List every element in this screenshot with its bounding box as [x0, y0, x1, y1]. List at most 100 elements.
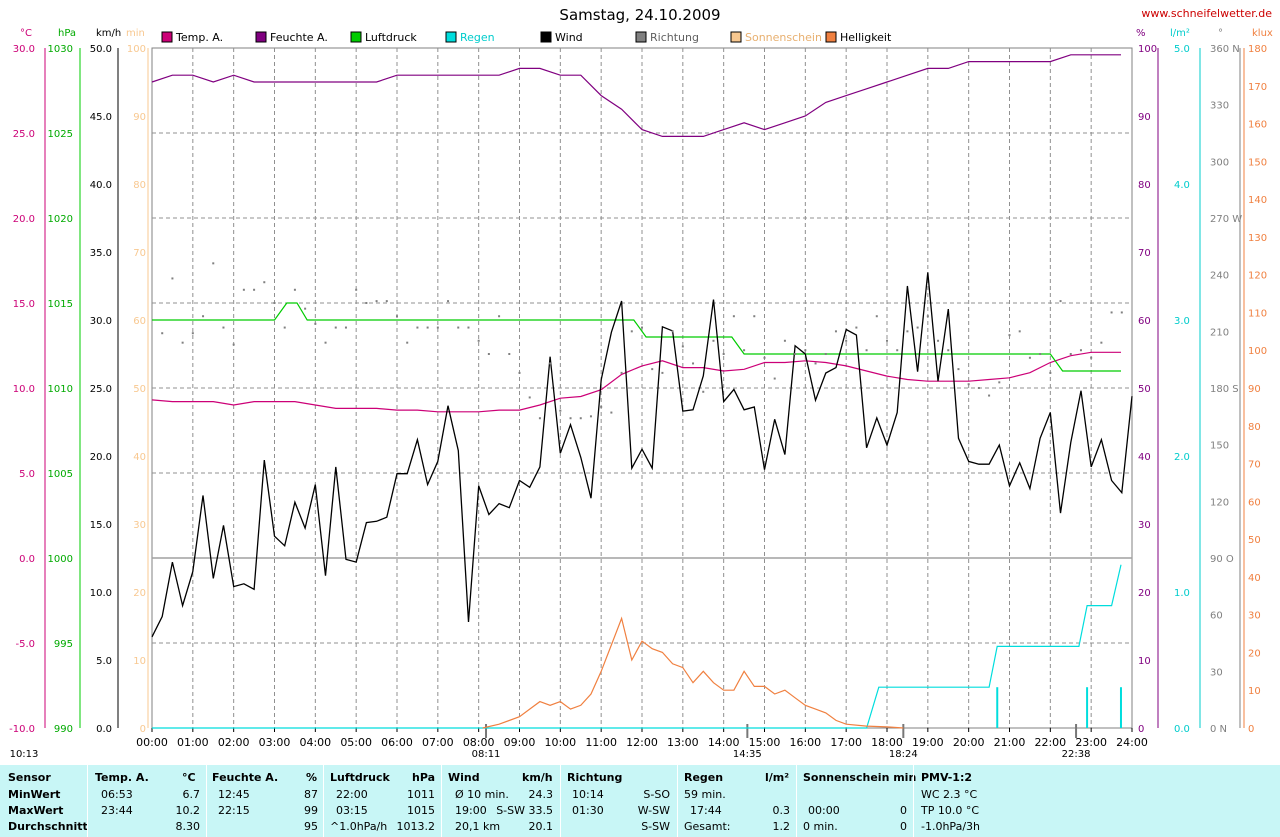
legend-item-2: Luftdruck	[350, 31, 417, 44]
legend-swatch	[255, 31, 267, 43]
time-tick-label: 24:00	[1116, 736, 1148, 749]
wind-axis-tick: 0.0	[96, 724, 112, 735]
direction-point	[222, 326, 225, 329]
footer-wind-avg-value: 24.3	[528, 788, 554, 801]
footer-dir-max-value: W-SW	[637, 804, 670, 817]
direction-point	[1028, 356, 1031, 359]
light-axis-tick: 180	[1248, 44, 1267, 55]
time-tick-label: 08:00	[463, 736, 495, 749]
time-tick-label: 04:00	[299, 736, 331, 749]
light-axis-tick: 160	[1248, 120, 1267, 131]
direction-point	[1039, 353, 1042, 355]
footer-press-trend: ^1.0hPa/h	[330, 820, 388, 833]
direction-point	[1100, 341, 1103, 344]
light-axis-tick: 10	[1248, 686, 1261, 697]
time-tick-label: 00:00	[136, 736, 168, 749]
footer-sun-head: Sonnenschein min	[803, 771, 917, 784]
wind-axis-tick: 5.0	[96, 656, 112, 667]
wind-axis-tick: 10.0	[90, 588, 112, 599]
footer-sun-total-label: 0 min.	[803, 820, 838, 833]
footer-temp-max-value: 10.2	[175, 804, 201, 817]
light-axis-unit: klux	[1252, 28, 1273, 39]
direction-point	[865, 349, 868, 352]
footer-temp-unit: °C	[182, 771, 196, 784]
footer-press-max-value: 1015	[407, 804, 435, 817]
direction-point	[477, 339, 480, 342]
time-tick-label: 05:00	[340, 736, 372, 749]
footer-row-label-min: MinWert	[8, 788, 61, 801]
footer-hum-min-time: 12:45	[218, 788, 250, 801]
time-tick-label: 14:00	[708, 736, 740, 749]
direction-point	[1049, 371, 1052, 374]
direction-point	[998, 381, 1001, 384]
dir-axis-tick: 330	[1210, 101, 1229, 112]
legend-label: Regen	[460, 31, 495, 44]
direction-point	[253, 288, 256, 291]
direction-point	[988, 394, 991, 397]
dir-axis-tick: 150	[1210, 441, 1229, 452]
direction-point	[212, 262, 215, 265]
direction-point	[814, 362, 817, 365]
time-tick-label: 10:00	[544, 736, 576, 749]
time-marker-label: 14:35	[733, 749, 762, 760]
footer-temp-min-time: 06:53	[101, 788, 133, 801]
light-axis-tick: 90	[1248, 384, 1261, 395]
time-marker-label: 08:11	[472, 749, 501, 760]
legend-label: Helligkeit	[840, 31, 892, 44]
series-line-1	[151, 54, 1121, 137]
footer-sun-max-time: 00:00	[808, 804, 840, 817]
footer-press-avg-value: 1013.2	[396, 820, 436, 833]
direction-point	[406, 341, 409, 344]
dir-axis-tick: 30	[1210, 667, 1223, 678]
sun-axis-tick: 60	[133, 316, 146, 327]
direction-point	[783, 339, 786, 342]
direction-point	[1018, 330, 1021, 333]
hum-axis-tick: 20	[1138, 588, 1151, 599]
legend-label: Feuchte A.	[270, 31, 328, 44]
dir-axis-tick: 300	[1210, 157, 1229, 168]
direction-point	[589, 415, 592, 418]
direction-point	[232, 343, 235, 346]
sun-axis-tick: 100	[127, 44, 146, 55]
direction-point	[508, 353, 511, 355]
time-tick-label: 02:00	[218, 736, 250, 749]
direction-point	[947, 349, 950, 352]
wind-axis-tick: 40.0	[90, 180, 112, 191]
direction-point	[1069, 353, 1072, 355]
temp-axis-tick: 20.0	[13, 214, 35, 225]
direction-point	[722, 353, 725, 355]
direction-point	[498, 315, 501, 318]
wind-axis-tick: 50.0	[90, 44, 112, 55]
direction-point	[1120, 311, 1123, 314]
press-axis-tick: 1010	[48, 384, 73, 395]
time-tick-label: 22:00	[1034, 736, 1066, 749]
direction-point	[436, 326, 439, 329]
light-axis-tick: 20	[1248, 648, 1261, 659]
wind-axis-tick: 30.0	[90, 316, 112, 327]
footer-pmv-pressure-trend: -1.0hPa/3h	[921, 820, 980, 833]
direction-point	[273, 302, 276, 304]
time-tick-label: 12:00	[626, 736, 658, 749]
direction-point	[855, 326, 858, 329]
footer-hum-head: Feuchte A.	[212, 771, 279, 784]
time-marker-label: 18:24	[889, 749, 918, 760]
temp-axis-unit: °C	[20, 28, 32, 39]
light-axis-tick: 0	[1248, 724, 1254, 735]
sun-axis-tick: 30	[133, 520, 146, 531]
light-axis-tick: 140	[1248, 195, 1267, 206]
legend-item-3: Regen	[445, 31, 495, 44]
direction-point	[1059, 300, 1062, 303]
dir-axis-tick: 180 S	[1210, 384, 1239, 395]
direction-point	[365, 302, 368, 304]
wind-axis-tick: 35.0	[90, 248, 112, 259]
rain-axis-tick: 2.0	[1174, 452, 1190, 463]
press-axis-tick: 1030	[48, 44, 73, 55]
time-tick-label: 20:00	[953, 736, 985, 749]
legend-swatch	[730, 31, 742, 43]
direction-point	[845, 339, 848, 342]
direction-point	[926, 315, 929, 318]
direction-point	[875, 315, 878, 318]
direction-point	[191, 332, 194, 335]
light-axis-tick: 30	[1248, 611, 1261, 622]
sun-axis-tick: 80	[133, 180, 146, 191]
